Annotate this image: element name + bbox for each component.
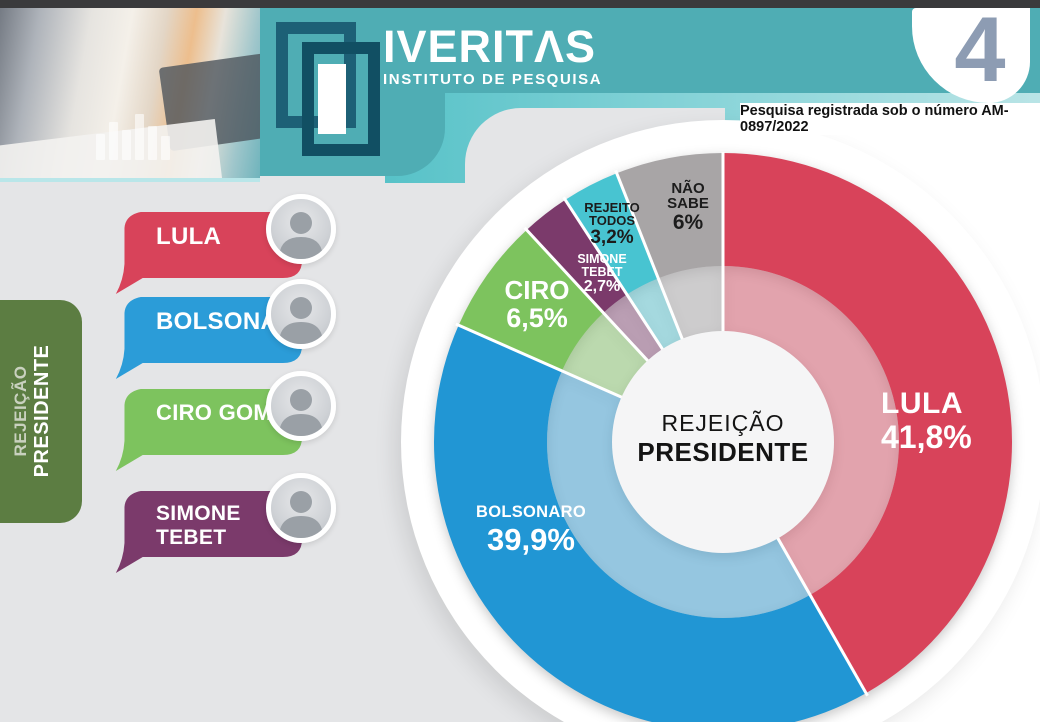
side-tab-text: REJEIÇÃO PRESIDENTE — [11, 300, 71, 522]
legend-bubble-shape — [115, 389, 303, 471]
photo-chart-bar — [96, 134, 105, 160]
chart-center-title: REJEIÇÃO PRESIDENTE — [637, 410, 809, 467]
slice-label-lula: LULA 41,8% — [881, 387, 972, 455]
legend-label: SIMONE TEBET — [156, 502, 241, 549]
header-photo — [0, 8, 260, 182]
side-tab-rejeicao-presidente: REJEIÇÃO PRESIDENTE — [0, 300, 82, 523]
logo-title: IVERITΛS — [383, 21, 597, 72]
avatar-lula — [266, 194, 336, 264]
brand-block: IVERITΛS INSTITUTO DE PESQUISA — [383, 24, 602, 88]
registration-bar: Pesquisa registrada sob o número AM-0897… — [740, 103, 1040, 135]
person-silhouette-icon — [279, 212, 323, 259]
registration-note: Pesquisa registrada sob o número AM-0897… — [740, 103, 1009, 135]
person-silhouette-icon — [279, 389, 323, 436]
legend-item-lula: LULA — [112, 210, 304, 294]
photo-chart-bar — [161, 136, 170, 160]
person-silhouette-icon — [279, 297, 323, 344]
photo-chart-bar — [148, 126, 157, 160]
top-dark-bar — [0, 0, 1040, 8]
photo-chart-bar — [135, 114, 144, 160]
legend-item-bolsonaro: BOLSONARO — [112, 295, 314, 379]
donut-svg — [434, 150, 1013, 722]
legend-item-simone-tebet: SIMONE TEBET — [112, 489, 304, 573]
slice-label-bolsonaro: BOLSONARO 39,9% — [476, 503, 586, 557]
photo-chart-bar — [122, 130, 131, 160]
slice-label-rejeito-todos: REJEITO TODOS 3,2% — [584, 200, 640, 248]
logo-subtitle: INSTITUTO DE PESQUISA — [383, 71, 603, 88]
avatar-ciro-gomes — [266, 371, 336, 441]
slice-label-simone-tebet: SIMONE TEBET 2,7% — [577, 252, 627, 295]
rejection-donut-chart: LULA 41,8% BOLSONARO 39,9% CIRO 6,5% SIM… — [433, 150, 1013, 722]
legend-bubble-shape — [115, 212, 303, 294]
legend-label: LULA — [156, 223, 222, 250]
legend-bubble-shape — [115, 297, 303, 379]
slice-label-ciro: CIRO 6,5% — [504, 275, 570, 333]
person-silhouette-icon — [279, 491, 323, 538]
slice-label-nao-sabe: NÃO SABE 6% — [667, 180, 709, 234]
side-tab-line2: PRESIDENTE — [30, 344, 53, 478]
page-number: 4 — [954, 0, 1006, 101]
legend-bubble-shape — [115, 491, 303, 573]
avatar-simone-tebet — [266, 473, 336, 543]
avatar-bolsonaro — [266, 279, 336, 349]
side-tab-line1: REJEIÇÃO — [11, 365, 30, 457]
photo-chart-bar — [109, 122, 118, 160]
legend-item-ciro-gomes: CIRO GOMES — [112, 387, 304, 471]
iveritas-logo-icon — [276, 22, 380, 156]
